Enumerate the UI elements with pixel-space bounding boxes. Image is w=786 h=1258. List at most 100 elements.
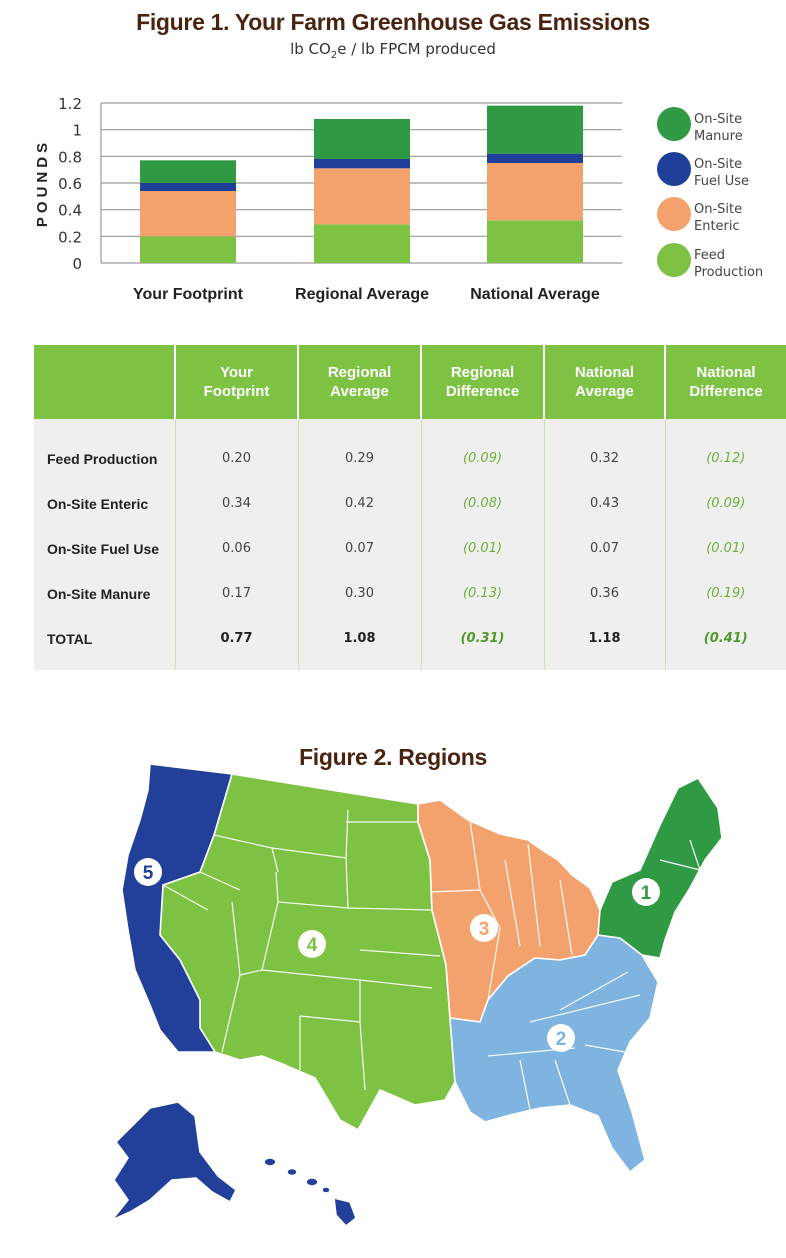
bar-segment (314, 224, 410, 263)
legend-label: On-Site (694, 112, 742, 127)
legend-label: Manure (694, 129, 743, 144)
row-label: TOTAL (34, 616, 176, 670)
legend-swatch (657, 152, 691, 186)
bar-segment (314, 168, 410, 225)
figure1-subtitle: lb CO2e / lb FPCM produced (0, 40, 786, 61)
table-row: On-Site Manure 0.17 0.30 (0.13) 0.36 (0.… (34, 571, 786, 616)
table-cell-difference: (0.08) (421, 481, 545, 526)
table-row: On-Site Fuel Use 0.06 0.07 (0.01) 0.07 (… (34, 526, 786, 571)
y-tick-label: 0.6 (58, 175, 82, 193)
figure2-title: Figure 2. Regions (299, 744, 487, 770)
table-row: Feed Production 0.20 0.29 (0.09) 0.32 (0… (34, 419, 786, 481)
emissions-table: Your Footprint Regional Average Regional Di… (34, 345, 786, 670)
region-marker-1: 1 (632, 878, 660, 906)
table-header-cell: Your Footprint (175, 345, 299, 419)
bar-segment (140, 183, 236, 191)
legend-swatch (657, 107, 691, 141)
table-cell: 0.77 (175, 616, 299, 670)
table-header-blank (34, 345, 176, 419)
y-axis-label: POUNDS (34, 139, 51, 227)
legend-swatch (657, 243, 691, 277)
table-cell: 0.30 (298, 571, 422, 616)
y-tick-label: 0.8 (58, 148, 82, 166)
table-cell-difference: (0.09) (706, 496, 746, 511)
us-regions-map: 5 4 3 2 1 (111, 763, 723, 1227)
table-cell-difference: (0.12) (706, 451, 746, 466)
region-southeast (449, 934, 659, 1173)
table-cell-difference: (0.01) (706, 541, 746, 556)
legend-swatch (657, 197, 691, 231)
legend-label: On-Site (694, 202, 742, 217)
region-marker-5: 5 (134, 858, 162, 886)
table-header-cell: Regional Average (298, 345, 422, 419)
legend-label: Fuel Use (694, 174, 749, 189)
table-cell-difference: (0.01) (421, 526, 545, 571)
svg-text:5: 5 (143, 863, 154, 884)
table-cell-difference: (0.41) (703, 631, 748, 646)
subtitle-subscript: 2 (330, 50, 338, 61)
region-marker-3: 3 (470, 914, 498, 942)
table-cell: 0.07 (544, 526, 666, 571)
table-row-total: TOTAL 0.77 1.08 (0.31) 1.18 (0.41) (34, 616, 786, 670)
region-marker-2: 2 (547, 1024, 575, 1052)
y-tick-label: 1.2 (58, 95, 82, 113)
table-cell-difference: (0.09) (421, 419, 545, 481)
bar-segment (314, 119, 410, 159)
table-cell: 0.29 (298, 419, 422, 481)
subtitle-unit-rest: e / lb FPCM produced (337, 40, 496, 58)
table-cell: 1.18 (544, 616, 666, 670)
row-label: On-Site Manure (34, 571, 176, 616)
region-pacific (121, 763, 233, 1053)
region-alaska (111, 1101, 237, 1221)
region-marker-4: 4 (298, 930, 326, 958)
region-northeast (597, 777, 723, 959)
y-tick-label: 0 (72, 255, 82, 273)
x-category-label: National Average (470, 286, 600, 303)
svg-text:4: 4 (307, 935, 318, 956)
y-tick-label: 0.2 (58, 228, 82, 246)
emissions-bar-chart: 0 0.2 0.4 0.6 0.8 1 1.2 POUNDS Your Footprint Reg… (34, 95, 763, 303)
row-label: On-Site Enteric (34, 481, 176, 526)
region-hawaii (263, 1157, 357, 1227)
table-cell: 0.07 (298, 526, 422, 571)
table-cell: 0.34 (175, 481, 299, 526)
bar-segment (314, 159, 410, 169)
table-cell: 0.42 (298, 481, 422, 526)
svg-text:3: 3 (479, 919, 490, 940)
legend-label: Feed (694, 248, 725, 263)
subtitle-unit-part: lb CO (290, 40, 331, 58)
table-cell-difference: (0.31) (421, 616, 545, 670)
row-label: On-Site Fuel Use (34, 526, 176, 571)
table-cell: 0.36 (544, 571, 666, 616)
bar-segment (140, 236, 236, 263)
bar-segment (487, 105, 583, 154)
bar-segment (140, 160, 236, 183)
svg-text:1: 1 (641, 883, 652, 904)
bar-segment (487, 153, 583, 163)
table-row: On-Site Enteric 0.34 0.42 (0.08) 0.43 (0… (34, 481, 786, 526)
table-header-cell: Regional Difference (421, 345, 545, 419)
legend-label: Production (694, 265, 763, 280)
table-cell: 0.06 (175, 526, 299, 571)
region-markers: 5 4 3 2 1 (134, 858, 660, 1052)
table-cell: 0.32 (544, 419, 666, 481)
table-cell: 1.08 (298, 616, 422, 670)
x-category-label: Regional Average (295, 286, 429, 303)
y-tick-label: 0.4 (58, 202, 82, 220)
table-cell: 0.43 (544, 481, 666, 526)
table-header-cell: National Average (544, 345, 666, 419)
bar-segment (140, 191, 236, 237)
table-cell: 0.17 (175, 571, 299, 616)
figure1-title: Figure 1. Your Farm Greenhouse Gas Emiss… (136, 9, 650, 35)
x-category-label: Your Footprint (133, 286, 244, 303)
svg-text:2: 2 (556, 1029, 567, 1050)
row-label: Feed Production (34, 419, 176, 481)
bar-segment (487, 163, 583, 221)
table-cell-difference: (0.13) (421, 571, 545, 616)
table-cell: 0.20 (175, 419, 299, 481)
table-cell-difference: (0.19) (706, 586, 746, 601)
legend-label: Enteric (694, 219, 740, 234)
state-borders (162, 809, 703, 1111)
table-header-row: Your Footprint Regional Average Regional Di… (34, 345, 786, 419)
y-tick-label: 1 (72, 122, 82, 140)
